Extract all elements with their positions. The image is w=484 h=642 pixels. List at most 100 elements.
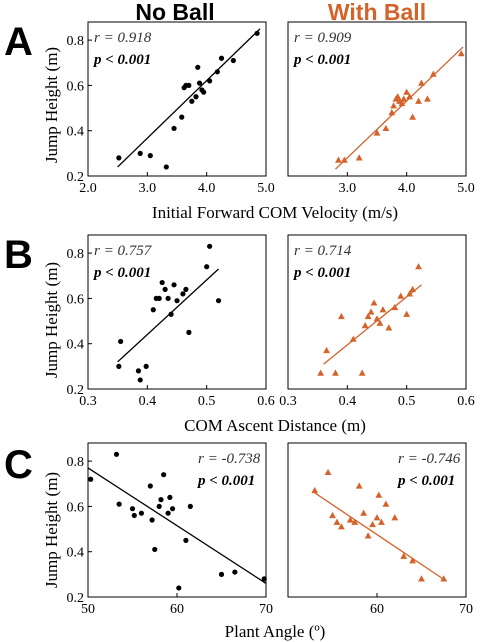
- data-point-triangle: [355, 482, 363, 489]
- data-point-triangle: [355, 154, 363, 161]
- data-point-circle: [218, 55, 225, 61]
- plot-frame: [87, 21, 267, 177]
- x-tick-label: 0.3: [279, 394, 297, 409]
- regression-line: [117, 28, 261, 168]
- data-point-circle: [138, 510, 144, 516]
- r-value: r = 0.918: [94, 30, 152, 46]
- x-tick-label: 3.0: [139, 181, 157, 196]
- plots: 2.0 3.0 4.0 5.0 0.2 0.4 0.6 0.8 r = 0.918 p < 0.0…: [67, 21, 475, 617]
- data-point-circle: [137, 377, 143, 383]
- data-point-circle: [165, 295, 171, 302]
- regression-line: [117, 268, 219, 363]
- data-point-triangle: [332, 369, 339, 376]
- data-point-triangle: [390, 102, 398, 109]
- x-tick-label: 0.5: [398, 394, 416, 409]
- data-point-circle: [158, 497, 164, 503]
- data-point-circle: [137, 150, 143, 156]
- data-point-circle: [254, 30, 260, 36]
- data-point-circle: [152, 546, 158, 553]
- x-tick-label: 4.0: [398, 181, 416, 196]
- data-point-circle: [207, 78, 213, 84]
- data-point-circle: [179, 114, 185, 120]
- r-value: r = 0.757: [94, 243, 153, 259]
- data-point-triangle: [367, 308, 375, 315]
- data-point-triangle: [415, 263, 422, 270]
- data-point-triangle: [440, 575, 448, 582]
- data-point-circle: [171, 125, 177, 132]
- data-point-triangle: [382, 124, 390, 132]
- chart-B-no-ball: 0.3 0.4 0.5 0.6 0.2 0.4 0.6 0.8 r = 0.757 p < 0.0…: [67, 234, 275, 409]
- data-point-circle: [176, 585, 182, 591]
- data-point-circle: [169, 506, 176, 512]
- data-point-triangle: [391, 303, 399, 311]
- x-tick-label: 0.3: [79, 394, 97, 409]
- data-point-triangle: [400, 552, 408, 559]
- data-point-triangle: [373, 129, 381, 136]
- data-point-triangle: [333, 518, 341, 525]
- data-point-triangle: [424, 95, 431, 102]
- y-tick-label: 0.2: [67, 170, 85, 185]
- x-tick-label: 3.0: [339, 181, 357, 196]
- data-point-circle: [149, 517, 155, 523]
- column-title-no-ball: No Ball: [135, 0, 214, 25]
- data-point-circle: [187, 503, 193, 510]
- p-value: p < 0.001: [92, 265, 151, 281]
- regression-line: [314, 492, 447, 582]
- y-tick-label: 0.8: [67, 247, 85, 262]
- data-point-triangle: [361, 321, 369, 329]
- data-point-circle: [180, 291, 186, 297]
- data-point-triangle: [403, 88, 411, 95]
- y-tick-label: 0.8: [67, 34, 85, 49]
- data-point-circle: [143, 363, 149, 369]
- data-point-circle: [232, 569, 238, 575]
- data-point-circle: [147, 483, 153, 489]
- data-point-triangle: [358, 369, 366, 376]
- x-tick-label: 5.0: [457, 181, 475, 196]
- data-point-circle: [171, 282, 177, 288]
- data-point-triangle: [406, 93, 414, 100]
- data-point-triangle: [391, 514, 399, 521]
- data-point-circle: [183, 537, 189, 543]
- data-point-triangle: [397, 292, 405, 299]
- y-tick-label: 0.4: [67, 125, 85, 140]
- y-tick-label: 0.2: [67, 591, 85, 606]
- regression-line: [335, 46, 464, 170]
- chart-A-with-ball: 3.0 4.0 5.0 r = 0.909 p < 0.001: [287, 21, 475, 196]
- data-point-triangle: [429, 70, 437, 77]
- data-point-circle: [201, 89, 207, 95]
- regression-line: [87, 467, 267, 584]
- data-point-circle: [183, 286, 189, 292]
- data-point-circle: [261, 576, 267, 582]
- data-point-triangle: [382, 500, 390, 507]
- p-value: p < 0.001: [292, 52, 351, 68]
- data-point-circle: [215, 298, 222, 304]
- data-point-circle: [159, 279, 165, 286]
- data-point-triangle: [373, 315, 381, 322]
- data-point-triangle: [364, 312, 372, 320]
- data-point-triangle: [385, 324, 393, 331]
- data-point-triangle: [388, 108, 396, 116]
- data-point-circle: [161, 472, 167, 478]
- column-title-with-ball: With Ball: [328, 0, 426, 25]
- plot-frame: [87, 234, 267, 390]
- data-point-triangle: [378, 518, 385, 525]
- data-point-circle: [193, 94, 199, 100]
- data-point-triangle: [360, 509, 368, 516]
- data-point-circle: [116, 363, 122, 369]
- data-point-triangle: [323, 346, 330, 354]
- x-tick-label: 60: [170, 602, 184, 617]
- y-axis-label-b: Jump Height (m): [42, 262, 61, 378]
- data-point-circle: [204, 264, 210, 270]
- data-point-triangle: [324, 468, 332, 476]
- data-point-circle: [113, 451, 120, 457]
- data-point-triangle: [409, 557, 416, 564]
- data-point-triangle: [351, 518, 359, 525]
- p-value: p < 0.001: [292, 265, 351, 281]
- y-tick-label: 0.2: [67, 383, 85, 398]
- data-point-triangle: [457, 50, 465, 57]
- x-tick-label: 70: [459, 602, 473, 617]
- y-axis-label-c: Jump Height (m): [42, 472, 61, 588]
- plot-frame: [287, 21, 467, 177]
- data-point-triangle: [373, 514, 381, 521]
